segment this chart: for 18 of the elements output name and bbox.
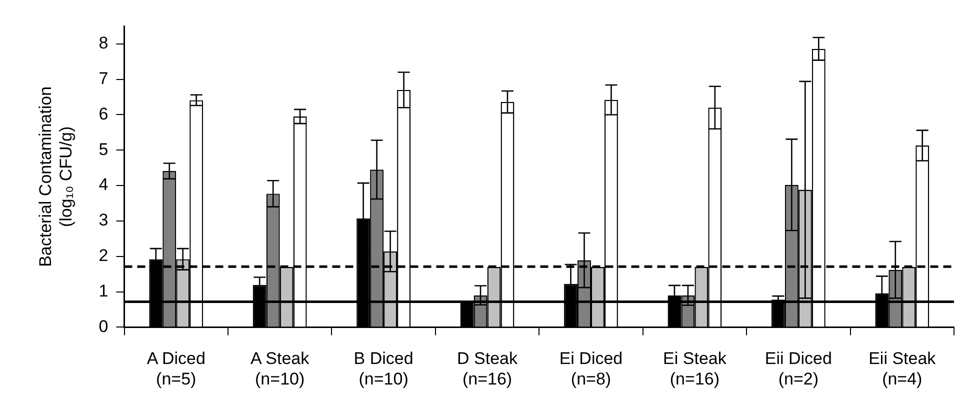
x-tick-label: A Steak (n=10) bbox=[250, 349, 310, 388]
y-tick-label: 5 bbox=[98, 140, 108, 159]
x-tick-label: A Diced (n=5) bbox=[146, 349, 206, 388]
y-tick-label: 3 bbox=[98, 210, 108, 230]
x-tick-label: Ei Steak (n=16) bbox=[663, 349, 727, 388]
x-tick-label: Eii Steak (n=4) bbox=[868, 349, 936, 388]
x-tick-label: Ei Diced (n=8) bbox=[559, 349, 623, 388]
y-tick-label: 1 bbox=[98, 281, 108, 300]
x-tick-label: B Diced (n=10) bbox=[354, 349, 414, 388]
y-tick-label: 4 bbox=[98, 175, 108, 194]
y-tick-label: 8 bbox=[98, 34, 108, 53]
x-tick-label: Eii Diced (n=2) bbox=[764, 349, 832, 388]
y-tick-label: 0 bbox=[98, 316, 108, 336]
y-tick-label: 2 bbox=[98, 246, 108, 266]
y-tick-label: 6 bbox=[98, 104, 108, 124]
x-tick-label: D Steak (n=16) bbox=[457, 349, 518, 388]
y-tick-label: 7 bbox=[98, 69, 108, 88]
y-axis-title: Bacterial Contamination (log₁₀ CFU/g) bbox=[36, 86, 76, 267]
